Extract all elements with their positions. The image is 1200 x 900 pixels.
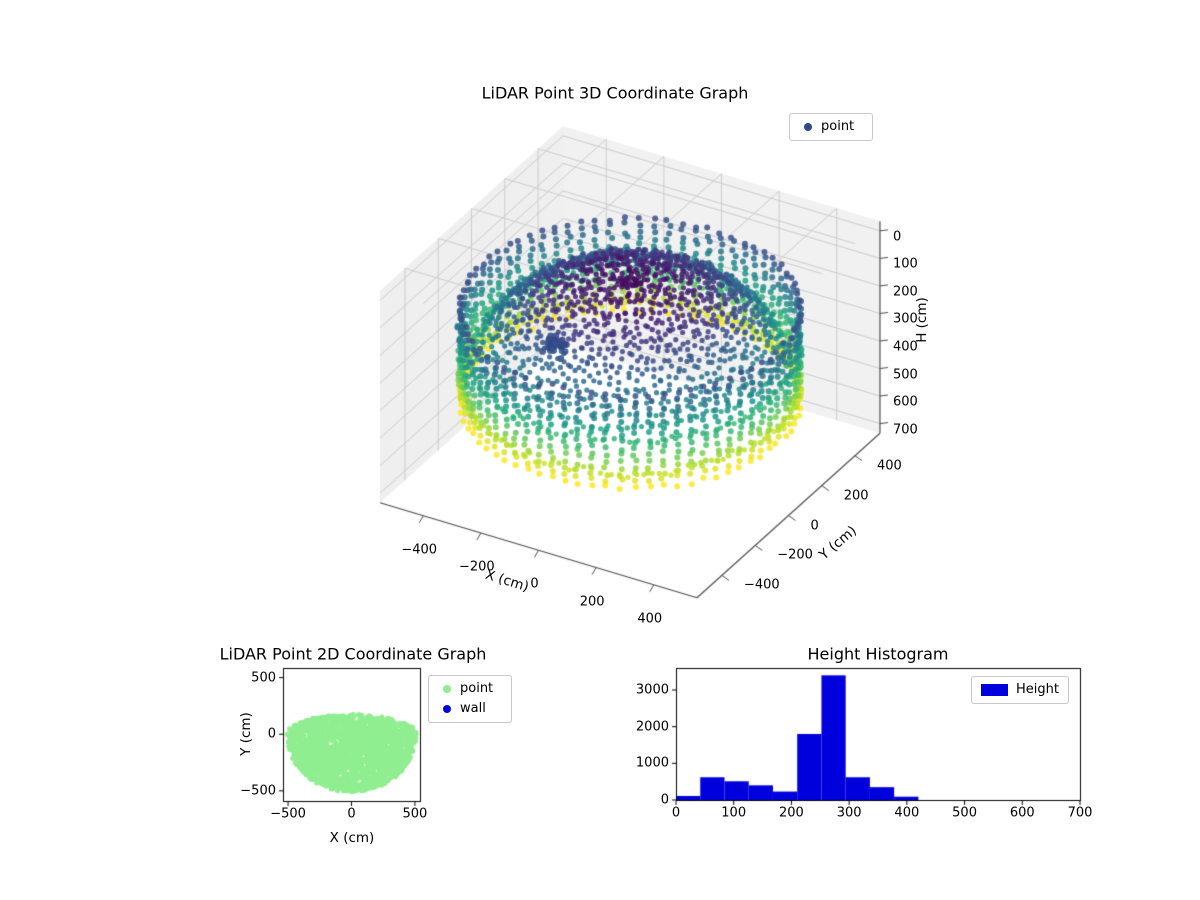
height-patch-icon [981,684,1008,696]
legend-item-point: point [438,681,502,697]
legend-item-height: Height [981,682,1059,698]
legend-label-height: Height [1016,682,1059,697]
histogram-title: Height Histogram [807,644,949,664]
chart3d-zlabel: H (cm) [914,297,930,343]
legend-label-point: point [821,119,855,134]
legend-label-point: point [460,681,494,696]
legend-label-wall: wall [460,701,486,716]
point-marker-icon [443,685,451,693]
point-marker-icon [804,123,812,131]
chart2d-ylabel: Y (cm) [238,712,254,756]
chart2d-legend: point wall [428,675,512,723]
legend-item-wall: wall [438,701,502,717]
chart2d-xlabel: X (cm) [329,830,375,846]
histogram-legend: Height [971,676,1069,704]
wall-marker-icon [443,705,451,713]
chart2d-title: LiDAR Point 2D Coordinate Graph [219,644,487,664]
chart3d-legend: point [789,113,873,141]
chart3d-title: LiDAR Point 3D Coordinate Graph [481,83,749,103]
legend-item-point: point [799,119,863,135]
